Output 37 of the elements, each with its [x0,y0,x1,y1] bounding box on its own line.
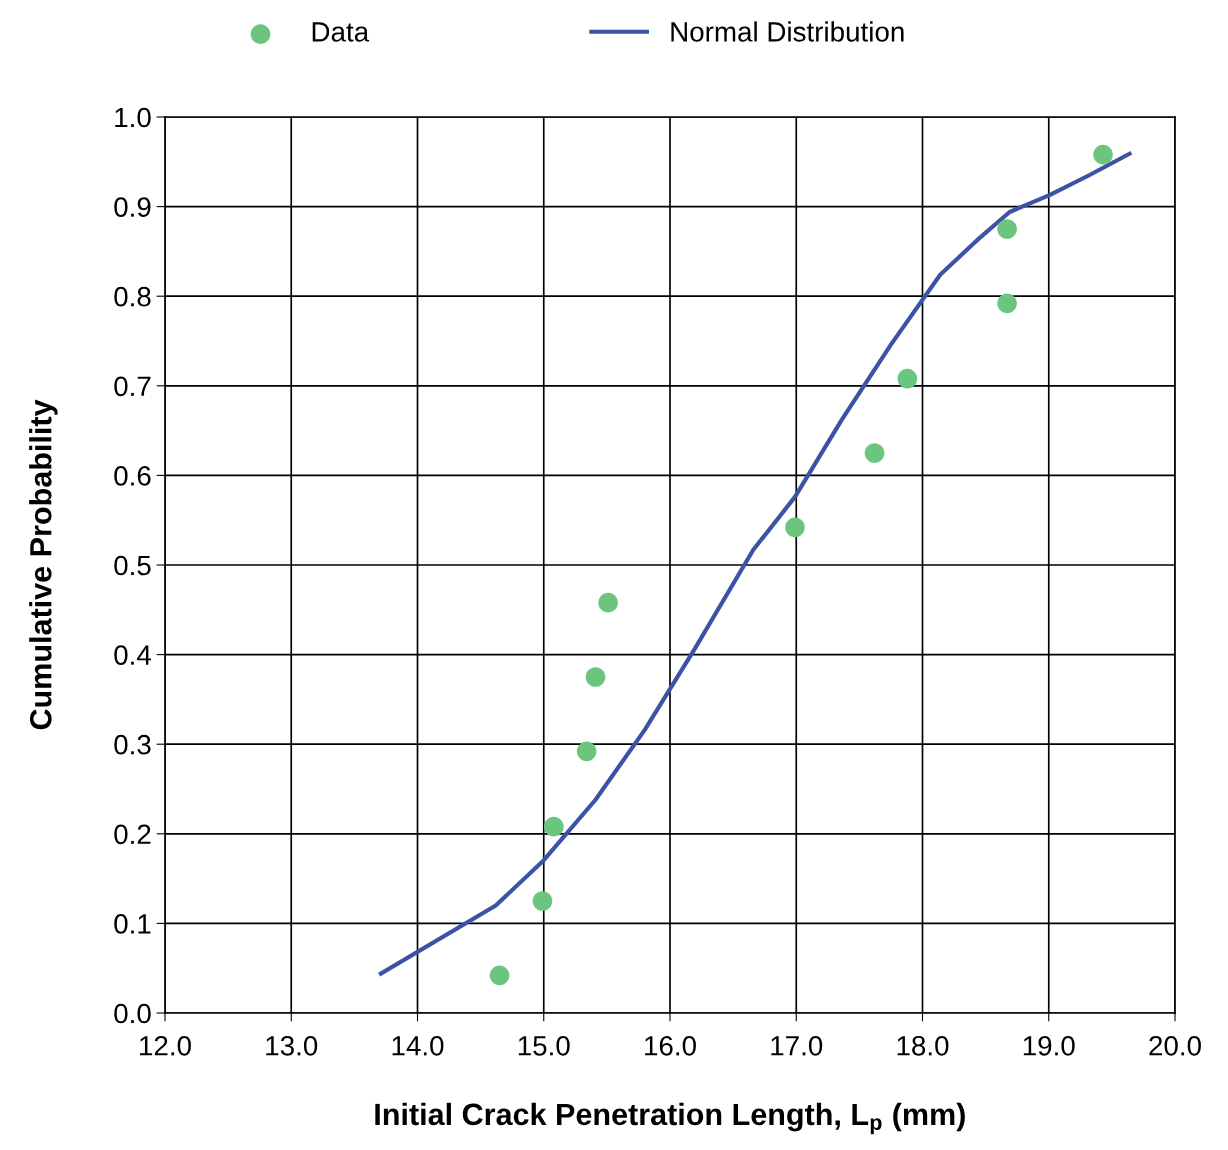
point [544,816,564,837]
x-tick-label: 20.0 [1149,1035,1201,1056]
y-tick-label: 0.2 [114,824,151,845]
x-tick-label: 18.0 [897,1035,949,1056]
point [864,443,885,463]
point [785,517,805,538]
point [532,891,553,911]
y-tick-label: 0.4 [114,645,151,665]
y-tick-label: 0.5 [114,555,151,576]
x-tick-label: 12.0 [140,1035,191,1056]
point [585,667,606,687]
legend-label: Normal Distribution [671,21,904,42]
point [598,592,618,613]
x-tick-label: 14.0 [392,1035,444,1056]
y-tick-label: 0.7 [114,376,151,397]
x-tick-label: 17.0 [771,1035,823,1056]
line-series [378,151,1132,976]
y-tick-label: 0.0 [114,1003,151,1024]
x-axis-title: Initial Crack Penetration Length, L$_{p}$ (mm) [375,1102,965,1135]
legend-label: Data [312,22,370,42]
point [1093,144,1113,165]
point [576,741,597,762]
y-tick-label: 0.8 [114,286,151,307]
y-tick-label: 0.1 [114,914,151,934]
point [489,965,510,986]
x-tick-label: 15.0 [518,1035,570,1056]
y-tick-label: 1.0 [115,107,151,128]
point [997,293,1017,314]
x-tick-label: 13.0 [266,1035,318,1056]
x-tick-label: 19.0 [1023,1035,1075,1056]
y-tick-label: 0.9 [114,197,151,217]
point [897,368,918,389]
point [997,219,1017,239]
x-tick-label: 16.0 [645,1035,696,1056]
y-tick-label: 0.3 [114,734,151,755]
y-tick-label: 0.6 [114,466,151,486]
y-axis-title: Cumulative Probability [29,399,58,730]
